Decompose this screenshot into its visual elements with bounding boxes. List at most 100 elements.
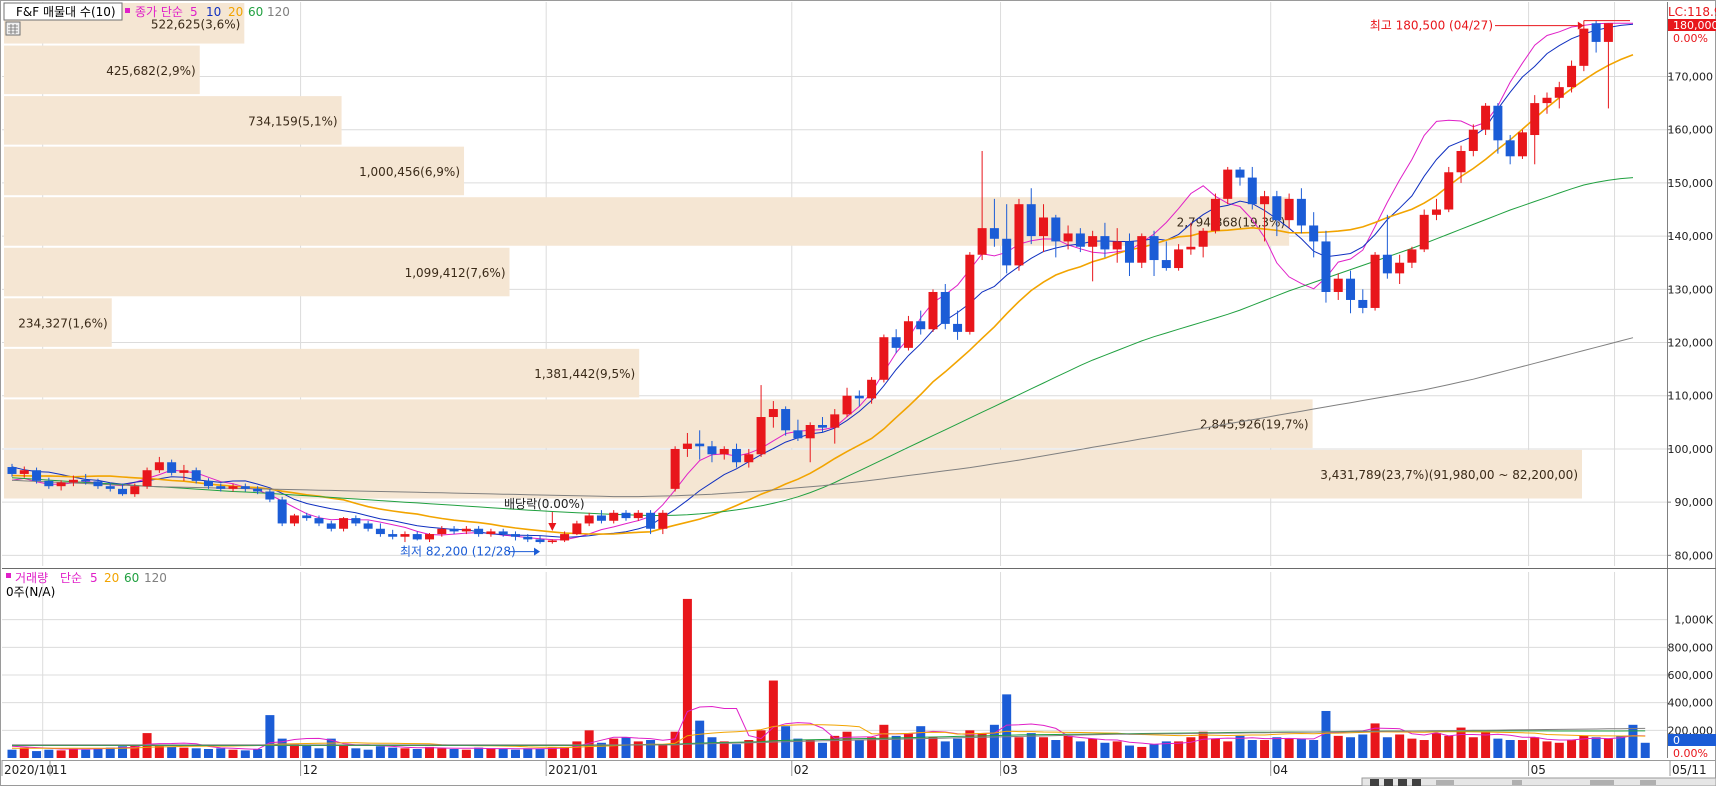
volume-zero-badge bbox=[1668, 734, 1716, 746]
high-arrowhead-icon bbox=[1577, 21, 1584, 30]
candle-body bbox=[1272, 196, 1282, 221]
prev-page-button[interactable] bbox=[1384, 779, 1393, 786]
volume-bar bbox=[535, 749, 545, 758]
candle-body bbox=[830, 414, 840, 428]
volume-bar bbox=[1100, 742, 1110, 758]
volume-bar bbox=[1567, 740, 1577, 758]
volume-bar bbox=[1468, 737, 1478, 758]
volume-bar bbox=[707, 737, 717, 758]
legend-ma120[interactable]: 120 bbox=[267, 5, 290, 19]
volume-profile: 522,625(3,6%) 425,682(2,9%) 734,159(5,1%) 1… bbox=[4, 3, 1582, 499]
candle-body bbox=[1284, 198, 1294, 221]
volume-bar bbox=[658, 744, 668, 758]
price-tick-label: 120,000 bbox=[1668, 337, 1714, 350]
candle-body bbox=[682, 443, 692, 449]
legend-ma10[interactable]: 10 bbox=[206, 5, 221, 19]
volume-bar bbox=[474, 747, 484, 758]
volume-bar bbox=[412, 749, 422, 758]
volume-profile-bar bbox=[4, 197, 1290, 246]
volume-profile-label: 2,845,926(19,7%) bbox=[1200, 418, 1309, 432]
candle-body bbox=[105, 486, 115, 489]
volume-bar bbox=[1333, 735, 1343, 758]
volume-bar bbox=[1505, 740, 1515, 758]
volume-bar bbox=[105, 747, 115, 758]
tool-button[interactable] bbox=[1590, 780, 1614, 785]
candle-body bbox=[498, 531, 508, 535]
candle-body bbox=[1554, 87, 1564, 98]
first-page-button[interactable] bbox=[1370, 779, 1379, 786]
legend-ma5[interactable]: 5 bbox=[190, 5, 198, 19]
price-tick-label: 100,000 bbox=[1668, 443, 1714, 456]
volume-bar bbox=[523, 748, 533, 758]
legend-ma20[interactable]: 20 bbox=[228, 5, 243, 19]
volume-tick-label: 800,000 bbox=[1668, 641, 1714, 654]
volume-bar bbox=[498, 749, 508, 758]
candle-body bbox=[744, 454, 754, 463]
volume-bar bbox=[437, 748, 447, 758]
settings-button[interactable] bbox=[1640, 780, 1656, 785]
stop-button[interactable] bbox=[1398, 779, 1407, 786]
volume-bar bbox=[756, 730, 766, 758]
time-tick-label: 05/11 bbox=[1672, 763, 1707, 777]
volume-bar bbox=[1174, 741, 1184, 758]
candle-body bbox=[953, 323, 963, 332]
legend-ma60[interactable]: 60 bbox=[248, 5, 263, 19]
candle-body bbox=[93, 481, 103, 487]
candle-body bbox=[179, 470, 189, 473]
candle-body bbox=[719, 448, 729, 455]
volume-bar bbox=[1149, 744, 1159, 758]
dividend-label: 배당락(0.00%) bbox=[504, 497, 585, 511]
volume-bar bbox=[596, 742, 606, 758]
candle-body bbox=[510, 534, 520, 537]
volume-bar bbox=[68, 748, 78, 758]
legend-vma20[interactable]: 20 bbox=[104, 571, 119, 585]
volume-tick-label: 600,000 bbox=[1668, 669, 1714, 682]
candle-body bbox=[412, 534, 422, 540]
volume-profile-bar bbox=[4, 298, 112, 347]
candle-body bbox=[142, 470, 152, 487]
candle-body bbox=[1505, 140, 1515, 157]
candle-body bbox=[928, 291, 938, 330]
table-icon[interactable] bbox=[5, 21, 21, 36]
volume-bar bbox=[388, 747, 398, 758]
candle-body bbox=[1161, 260, 1171, 269]
legend-vma120[interactable]: 120 bbox=[144, 571, 167, 585]
legend-vma60[interactable]: 60 bbox=[124, 571, 139, 585]
volume-bar bbox=[1530, 737, 1540, 758]
bottom-toolbar bbox=[1361, 777, 1716, 786]
volume-bar bbox=[1321, 710, 1331, 758]
candle-body bbox=[572, 523, 582, 535]
volume-bar bbox=[928, 737, 938, 758]
candle-body bbox=[965, 254, 975, 332]
next-page-button[interactable] bbox=[1412, 779, 1421, 786]
volume-bar bbox=[1517, 740, 1527, 758]
volume-bar bbox=[203, 749, 213, 758]
zoom-in-button[interactable] bbox=[1512, 780, 1522, 785]
candle-body bbox=[1063, 233, 1073, 242]
volume-profile-label: 2,794,868(19,3%) bbox=[1177, 215, 1286, 229]
candle-body bbox=[523, 536, 533, 540]
volume-bar bbox=[1309, 740, 1319, 758]
volume-bar bbox=[1039, 737, 1049, 758]
volume-bar bbox=[154, 745, 164, 758]
candle-body bbox=[1235, 169, 1245, 178]
low-price-label: 최저 82,200 (12/28) bbox=[400, 545, 516, 559]
price-legend-title-box[interactable] bbox=[3, 2, 123, 21]
candle-body bbox=[670, 448, 680, 489]
candle-body bbox=[7, 467, 17, 474]
volume-bar bbox=[903, 733, 913, 758]
legend-vma5[interactable]: 5 bbox=[90, 571, 98, 585]
candle-body bbox=[1002, 238, 1012, 266]
ma-line-20 bbox=[11, 53, 1634, 535]
candle-body bbox=[1431, 209, 1441, 215]
price-panel[interactable]: 522,625(3,6%) 425,682(2,9%) 734,159(5,1%) 1… bbox=[2, 2, 1716, 758]
candle-body bbox=[879, 337, 889, 380]
volume-bar bbox=[768, 680, 778, 758]
volume-bar bbox=[547, 747, 557, 758]
price-legend-title: F&F 매물대 수(10) bbox=[16, 5, 116, 19]
candle-body bbox=[461, 528, 471, 532]
zoom-out-button[interactable] bbox=[1436, 780, 1454, 785]
